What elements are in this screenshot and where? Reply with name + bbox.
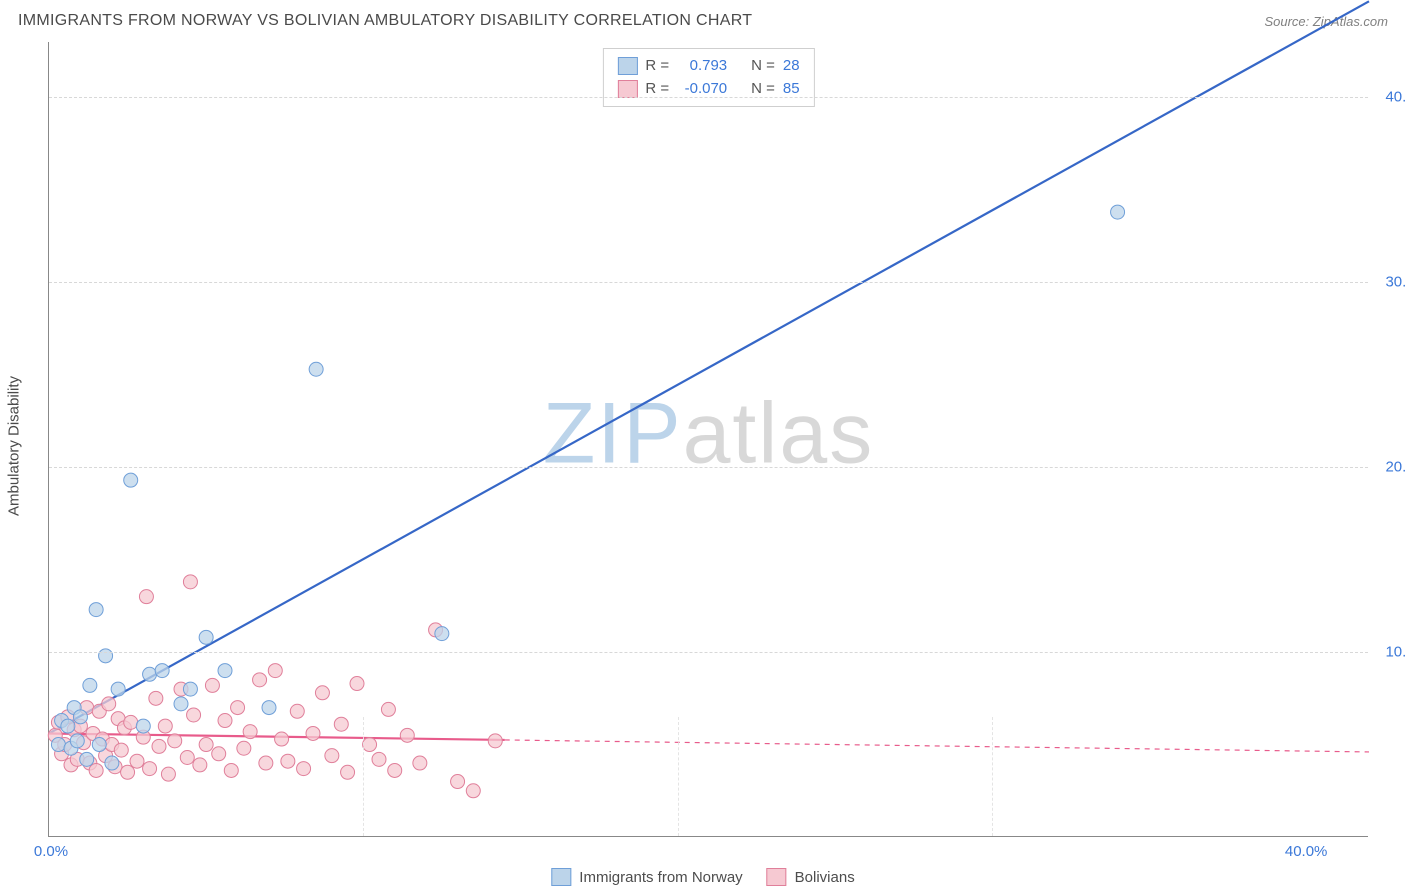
point-norway — [1111, 205, 1125, 219]
point-bolivian — [315, 686, 329, 700]
point-bolivian — [143, 762, 157, 776]
point-bolivian — [259, 756, 273, 770]
point-bolivian — [334, 717, 348, 731]
point-bolivian — [290, 704, 304, 718]
point-bolivian — [306, 726, 320, 740]
point-norway — [183, 682, 197, 696]
point-norway — [105, 756, 119, 770]
point-norway — [80, 752, 94, 766]
x-tick-right: 40.0% — [1285, 843, 1328, 860]
swatch-bolivian — [617, 80, 637, 98]
point-bolivian — [199, 738, 213, 752]
point-norway — [262, 701, 276, 715]
point-bolivian — [381, 702, 395, 716]
point-norway — [155, 664, 169, 678]
swatch-norway — [617, 57, 637, 75]
point-bolivian — [187, 708, 201, 722]
point-bolivian — [388, 763, 402, 777]
plot-area: ZIPatlas R = 0.793 N = 28 R = -0.070 N =… — [48, 42, 1368, 837]
point-bolivian — [158, 719, 172, 733]
legend-item-bolivian: Bolivians — [767, 868, 855, 886]
point-norway — [136, 719, 150, 733]
point-bolivian — [451, 775, 465, 789]
point-norway — [124, 473, 138, 487]
r-value-norway: 0.793 — [677, 55, 727, 78]
trendline-bolivian-extrap — [505, 740, 1369, 752]
point-norway — [61, 719, 75, 733]
point-bolivian — [124, 715, 138, 729]
point-bolivian — [121, 765, 135, 779]
trendline-norway — [49, 1, 1369, 733]
point-bolivian — [212, 747, 226, 761]
point-bolivian — [325, 749, 339, 763]
point-bolivian — [139, 590, 153, 604]
point-norway — [174, 697, 188, 711]
chart-title: IMMIGRANTS FROM NORWAY VS BOLIVIAN AMBUL… — [18, 12, 752, 30]
legend-item-norway: Immigrants from Norway — [551, 868, 742, 886]
point-bolivian — [89, 763, 103, 777]
chart-svg — [49, 42, 1368, 836]
point-bolivian — [218, 714, 232, 728]
point-bolivian — [180, 751, 194, 765]
n-value-norway: 28 — [783, 55, 800, 78]
point-norway — [51, 738, 65, 752]
y-tick-label: 30.0% — [1374, 274, 1406, 291]
point-bolivian — [363, 738, 377, 752]
point-bolivian — [114, 743, 128, 757]
point-bolivian — [205, 678, 219, 692]
y-axis-label: Ambulatory Disability — [6, 376, 23, 516]
point-bolivian — [130, 754, 144, 768]
point-norway — [70, 734, 84, 748]
point-bolivian — [183, 575, 197, 589]
point-bolivian — [253, 673, 267, 687]
point-norway — [111, 682, 125, 696]
point-bolivian — [224, 763, 238, 777]
point-bolivian — [268, 664, 282, 678]
point-bolivian — [281, 754, 295, 768]
point-norway — [435, 627, 449, 641]
point-bolivian — [350, 677, 364, 691]
y-tick-label: 40.0% — [1374, 89, 1406, 106]
swatch-norway-icon — [551, 868, 571, 886]
point-norway — [218, 664, 232, 678]
point-norway — [143, 667, 157, 681]
point-norway — [199, 630, 213, 644]
point-bolivian — [149, 691, 163, 705]
point-bolivian — [341, 765, 355, 779]
point-bolivian — [168, 734, 182, 748]
point-bolivian — [400, 728, 414, 742]
point-bolivian — [275, 732, 289, 746]
point-bolivian — [237, 741, 251, 755]
point-norway — [73, 710, 87, 724]
y-tick-label: 20.0% — [1374, 459, 1406, 476]
point-bolivian — [161, 767, 175, 781]
header-bar: IMMIGRANTS FROM NORWAY VS BOLIVIAN AMBUL… — [0, 0, 1406, 42]
point-norway — [83, 678, 97, 692]
point-bolivian — [193, 758, 207, 772]
x-tick-left: 0.0% — [34, 843, 68, 860]
legend-row-norway: R = 0.793 N = 28 — [617, 55, 799, 78]
point-bolivian — [243, 725, 257, 739]
point-norway — [99, 649, 113, 663]
point-bolivian — [152, 739, 166, 753]
y-tick-label: 10.0% — [1374, 644, 1406, 661]
point-bolivian — [488, 734, 502, 748]
point-norway — [92, 738, 106, 752]
point-norway — [309, 362, 323, 376]
legend-series: Immigrants from Norway Bolivians — [551, 868, 854, 886]
point-bolivian — [413, 756, 427, 770]
point-bolivian — [372, 752, 386, 766]
point-bolivian — [466, 784, 480, 798]
point-norway — [89, 603, 103, 617]
point-bolivian — [102, 697, 116, 711]
point-bolivian — [297, 762, 311, 776]
point-bolivian — [231, 701, 245, 715]
swatch-bolivian-icon — [767, 868, 787, 886]
